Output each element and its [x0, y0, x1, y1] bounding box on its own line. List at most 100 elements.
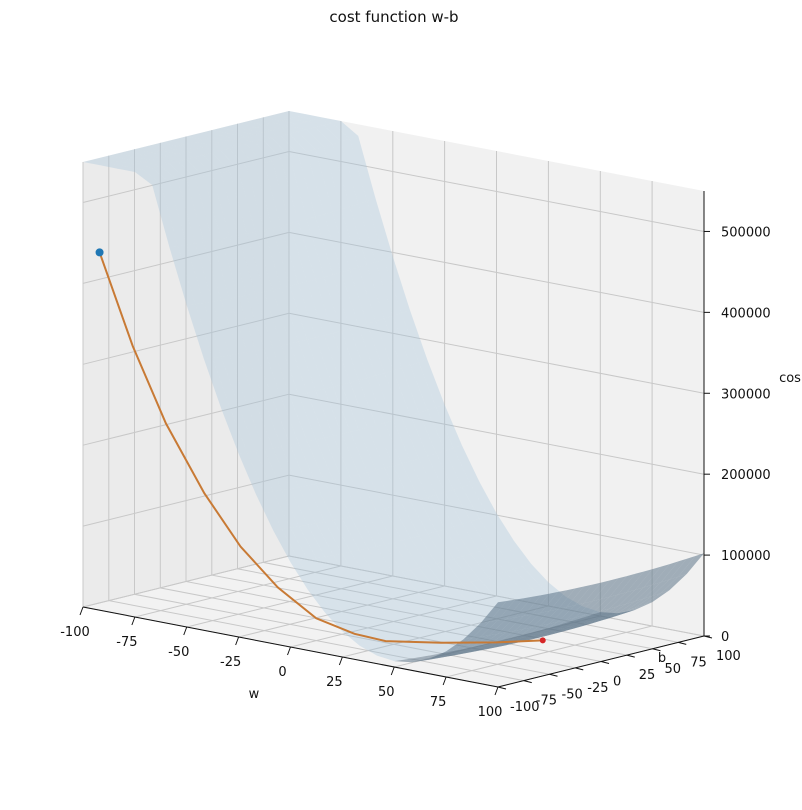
surface-patch — [660, 574, 687, 594]
surface-patch — [289, 283, 316, 340]
surface-patch — [358, 377, 385, 426]
surface-patch — [480, 641, 507, 651]
surface-patch — [402, 650, 429, 658]
surface-patch — [264, 491, 291, 530]
surface-patch — [246, 231, 273, 292]
surface-patch — [514, 625, 541, 640]
surface-patch — [324, 520, 351, 554]
surface-patch — [281, 285, 307, 342]
surface-patch — [479, 548, 506, 575]
surface-patch — [575, 582, 601, 606]
surface-patch — [316, 482, 342, 521]
surface-patch — [280, 126, 307, 132]
surface-patch — [410, 499, 437, 534]
surface-patch — [220, 171, 247, 236]
surface-patch — [152, 183, 178, 248]
surface-patch — [289, 116, 315, 122]
surface-patch — [394, 659, 421, 663]
surface-patch — [332, 384, 359, 432]
surface-patch — [203, 137, 230, 144]
surface-patch — [281, 396, 308, 444]
surface-patch — [367, 375, 394, 423]
surface-patch — [523, 593, 550, 616]
surface-patch — [609, 589, 636, 609]
surface-patch — [600, 576, 627, 600]
surface-patch — [367, 470, 394, 509]
cost-tick-label: 500000 — [721, 225, 771, 240]
surface-patch — [385, 653, 412, 660]
surface-patch — [160, 163, 187, 181]
surface-patch — [342, 608, 369, 629]
w-tick-mark — [235, 636, 240, 646]
surface-patch — [436, 529, 463, 559]
surface-patch — [204, 358, 230, 409]
surface-patch — [557, 615, 584, 630]
surface-patch — [255, 349, 282, 400]
surface-patch — [350, 581, 377, 606]
surface-patch — [306, 279, 333, 336]
surface-patch — [290, 487, 317, 525]
surface-patch — [454, 645, 481, 655]
surface-patch — [238, 352, 265, 404]
surface-patch — [332, 141, 359, 207]
surface-patch — [427, 453, 454, 493]
surface-patch — [497, 616, 524, 634]
surface-patch — [229, 169, 256, 234]
surface-patch — [583, 608, 610, 623]
surface-patch — [220, 133, 247, 139]
surface-patch — [661, 558, 687, 583]
surface-patch — [263, 227, 290, 288]
surface-patch — [489, 617, 515, 636]
surface-patch — [229, 146, 256, 168]
surface-patch — [247, 403, 273, 450]
grid-line-cost — [82, 231, 705, 313]
surface-patch — [643, 590, 670, 606]
b-tick-label: 0 — [613, 675, 621, 690]
surface-patch — [384, 420, 411, 464]
surface-patch — [272, 398, 299, 445]
surface-patch — [264, 347, 290, 399]
surface-patch — [410, 362, 436, 411]
surface-patch — [445, 586, 472, 608]
surface-patch — [532, 621, 558, 636]
surface-patch — [333, 610, 360, 631]
surface-patch — [436, 630, 463, 642]
surface-patch — [186, 304, 213, 360]
surface-patch — [617, 605, 644, 616]
surface-patch — [306, 127, 333, 147]
surface-patch — [333, 553, 360, 583]
surface-patch — [238, 167, 264, 232]
surface-patch — [410, 567, 437, 594]
surface-patch — [255, 492, 282, 531]
surface-patch — [419, 533, 446, 564]
surface-patch — [203, 152, 230, 173]
surface-patch — [324, 436, 351, 479]
surface-patch — [263, 122, 290, 129]
surface-patch — [489, 599, 516, 622]
surface-patch — [195, 242, 222, 302]
surface-patch — [203, 130, 229, 136]
surface-patch — [297, 121, 324, 128]
surface-patch — [359, 548, 385, 578]
b-tick-mark — [652, 648, 661, 652]
surface-patch — [290, 561, 317, 590]
surface-patch — [609, 607, 635, 619]
surface-patch — [393, 621, 420, 638]
surface-patch — [376, 544, 403, 574]
surface-patch — [549, 625, 575, 636]
surface-patch — [401, 365, 428, 413]
surface-patch — [366, 198, 393, 260]
surface-patch — [341, 328, 368, 381]
surface-patch — [229, 235, 256, 296]
surface-patch — [609, 601, 636, 616]
surface-patch — [272, 135, 299, 157]
surface-patch — [350, 514, 377, 549]
surface-patch — [126, 164, 152, 170]
surface-patch — [246, 119, 272, 125]
surface-patch — [117, 151, 144, 157]
surface-patch — [479, 516, 506, 547]
surface-patch — [246, 293, 273, 349]
surface-patch — [220, 125, 247, 132]
surface-patch — [212, 356, 239, 408]
surface-patch — [427, 407, 454, 451]
